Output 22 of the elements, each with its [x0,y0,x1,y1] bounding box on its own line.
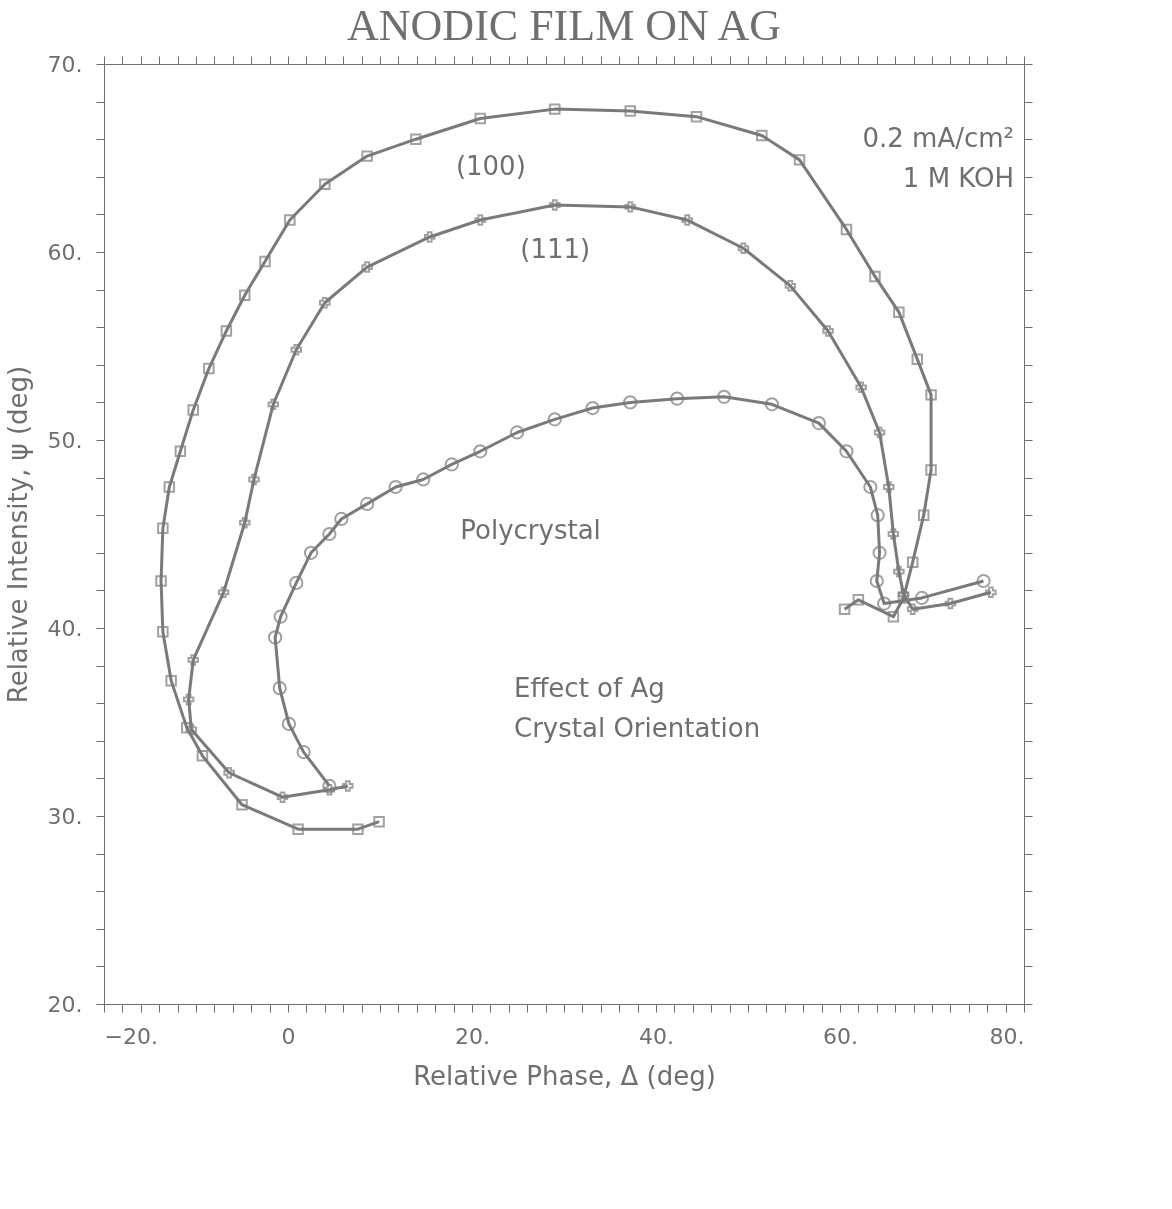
x-tick-label: −20. [104,1023,158,1049]
series-label: Polycrystal [460,515,601,546]
y-tick-label: 70. [47,51,83,77]
x-tick-label: 80. [989,1023,1025,1049]
series-label: (100) [455,151,526,182]
chart-title: ANODIC FILM ON AG [347,1,781,50]
y-axis-title: Relative Intensity, ψ (deg) [2,365,33,704]
annotation: 1 M KOH [902,163,1014,193]
x-tick-label: 20. [455,1023,490,1049]
y-tick-label: 30. [47,803,83,829]
x-tick-label: 40. [639,1023,674,1049]
series-label: (111) [520,234,591,265]
annotation: 0.2 mA/cm² [862,123,1014,153]
x-tick-label: 60. [823,1023,858,1049]
y-tick-label: 40. [47,615,83,641]
x-axis-title: Relative Phase, Δ (deg) [413,1060,716,1091]
y-tick-label: 50. [47,427,83,453]
y-tick-label: 20. [47,991,83,1017]
annotation: Crystal Orientation [514,713,761,743]
y-tick-label: 60. [47,239,83,265]
annotation: Effect of Ag [514,673,665,703]
x-tick-label: 0 [281,1023,296,1049]
